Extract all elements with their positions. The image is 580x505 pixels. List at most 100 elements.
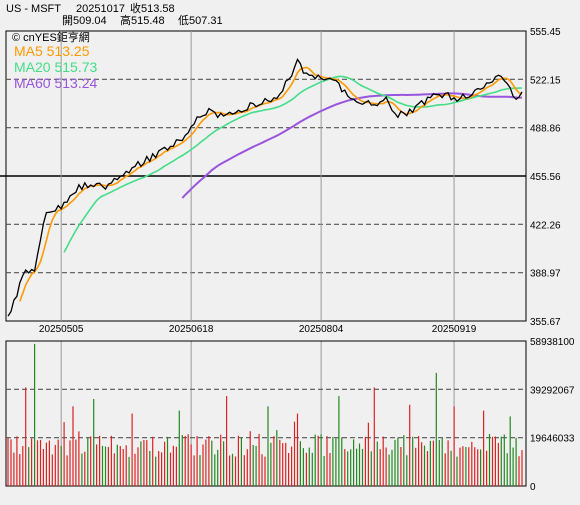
volume-bar [456,456,458,486]
volume-bar [252,445,254,486]
volume-bar [137,447,139,486]
volume-bar [122,449,124,486]
volume-bar [350,449,352,486]
volume-bar [441,438,443,486]
watermark: © cnYES鉅亨網 [12,30,90,44]
volume-bar [31,438,33,486]
price-y-tick-label: 422.26 [530,220,561,231]
volume-bar [344,449,346,486]
volume-bar [477,449,479,486]
volume-y-axis: 58938100 39292067 19646033 0 [530,337,575,493]
volume-bar [385,447,387,486]
volume-bar [19,454,21,486]
volume-bar [258,433,260,486]
volume-bar [364,436,366,486]
volume-bar [166,436,169,486]
price-y-axis: 555.45 522.15 488.86 455.56 422.26 388.97 355.… [530,27,561,328]
volume-bar [308,447,310,486]
volume-bar [299,441,301,486]
volume-bar [181,435,183,486]
volume-bar [152,436,154,486]
volume-bar [34,343,36,486]
volume-bar [267,406,269,487]
price-grid [0,78,526,274]
volume-bar [143,440,145,486]
volume-bar [471,441,473,486]
volume-bar [208,436,210,486]
legend-ma5: MA5 513.25 [14,43,90,59]
volume-bar [474,447,476,486]
volume-bar [140,441,142,486]
volume-bar [329,453,331,486]
volume-bar [149,451,151,486]
volume-bar [119,446,121,486]
price-y-tick-label: 388.97 [530,269,561,280]
volume-bar [25,387,27,486]
volume-bar [432,440,434,486]
volume-bar [16,436,18,486]
volume-y-tick-label: 58938100 [530,337,575,348]
x-tick-label: 20250919 [432,324,477,335]
volume-bar [296,413,299,486]
volume-bar [202,444,204,486]
volume-bar [246,449,248,486]
volume-bar [358,443,361,486]
volume-bar [426,451,429,486]
volume-bar [75,439,77,486]
volume-y-tick-label: 39292067 [530,385,575,396]
volume-bar [104,446,107,486]
volume-bar [81,453,83,486]
volume-bar [211,440,213,486]
volume-bar [107,447,109,486]
volume-bar [450,450,452,486]
volume-bar [335,438,337,486]
volume-bar [270,442,272,486]
legend-ma60: MA60 513.24 [14,75,97,91]
volume-bar [264,456,266,486]
volume-bar [255,445,257,486]
volume-bar [158,451,160,486]
volume-panel-frame [5,340,527,487]
volume-bar [175,446,177,486]
volume-bar [515,437,517,486]
volume-bar [512,447,514,486]
volume-bar [276,430,278,486]
volume-bar [134,453,136,486]
volume-bar [397,437,399,486]
volume-bar [164,441,166,486]
volume-bar [317,435,319,486]
volume-bar [323,456,325,486]
volume-bar [421,442,423,486]
volume-bar [205,439,207,486]
volume-bar [190,444,192,486]
volume-bar [217,449,219,486]
volume-bar [243,455,245,486]
header-low: 低507.31 [178,14,223,27]
volume-bar [125,445,127,486]
volume-bar [382,436,384,486]
volume-bar [311,452,313,486]
volume-y-tick-label: 19646033 [530,434,575,445]
volume-bar [196,436,198,486]
volume-bar [57,439,59,486]
volume-bar [96,444,98,486]
volume-bar [291,446,293,486]
price-x-axis: 20250505 20250618 20250804 20250919 [39,31,477,486]
volume-bar [453,406,455,487]
volume-bar [282,443,284,486]
volume-bar [341,437,343,486]
volume-bar [184,436,186,486]
volume-bar [356,448,358,486]
price-y-tick-label: 455.56 [530,172,561,183]
volume-bar [305,452,307,486]
volume-bar [187,434,189,486]
price-y-tick-label: 555.45 [530,27,561,38]
ma60-line [181,92,522,199]
volume-bar [237,435,239,486]
volume-bar [234,456,237,486]
volume-bar [465,447,467,486]
volume-bar [509,416,511,486]
volume-bar [113,453,115,486]
